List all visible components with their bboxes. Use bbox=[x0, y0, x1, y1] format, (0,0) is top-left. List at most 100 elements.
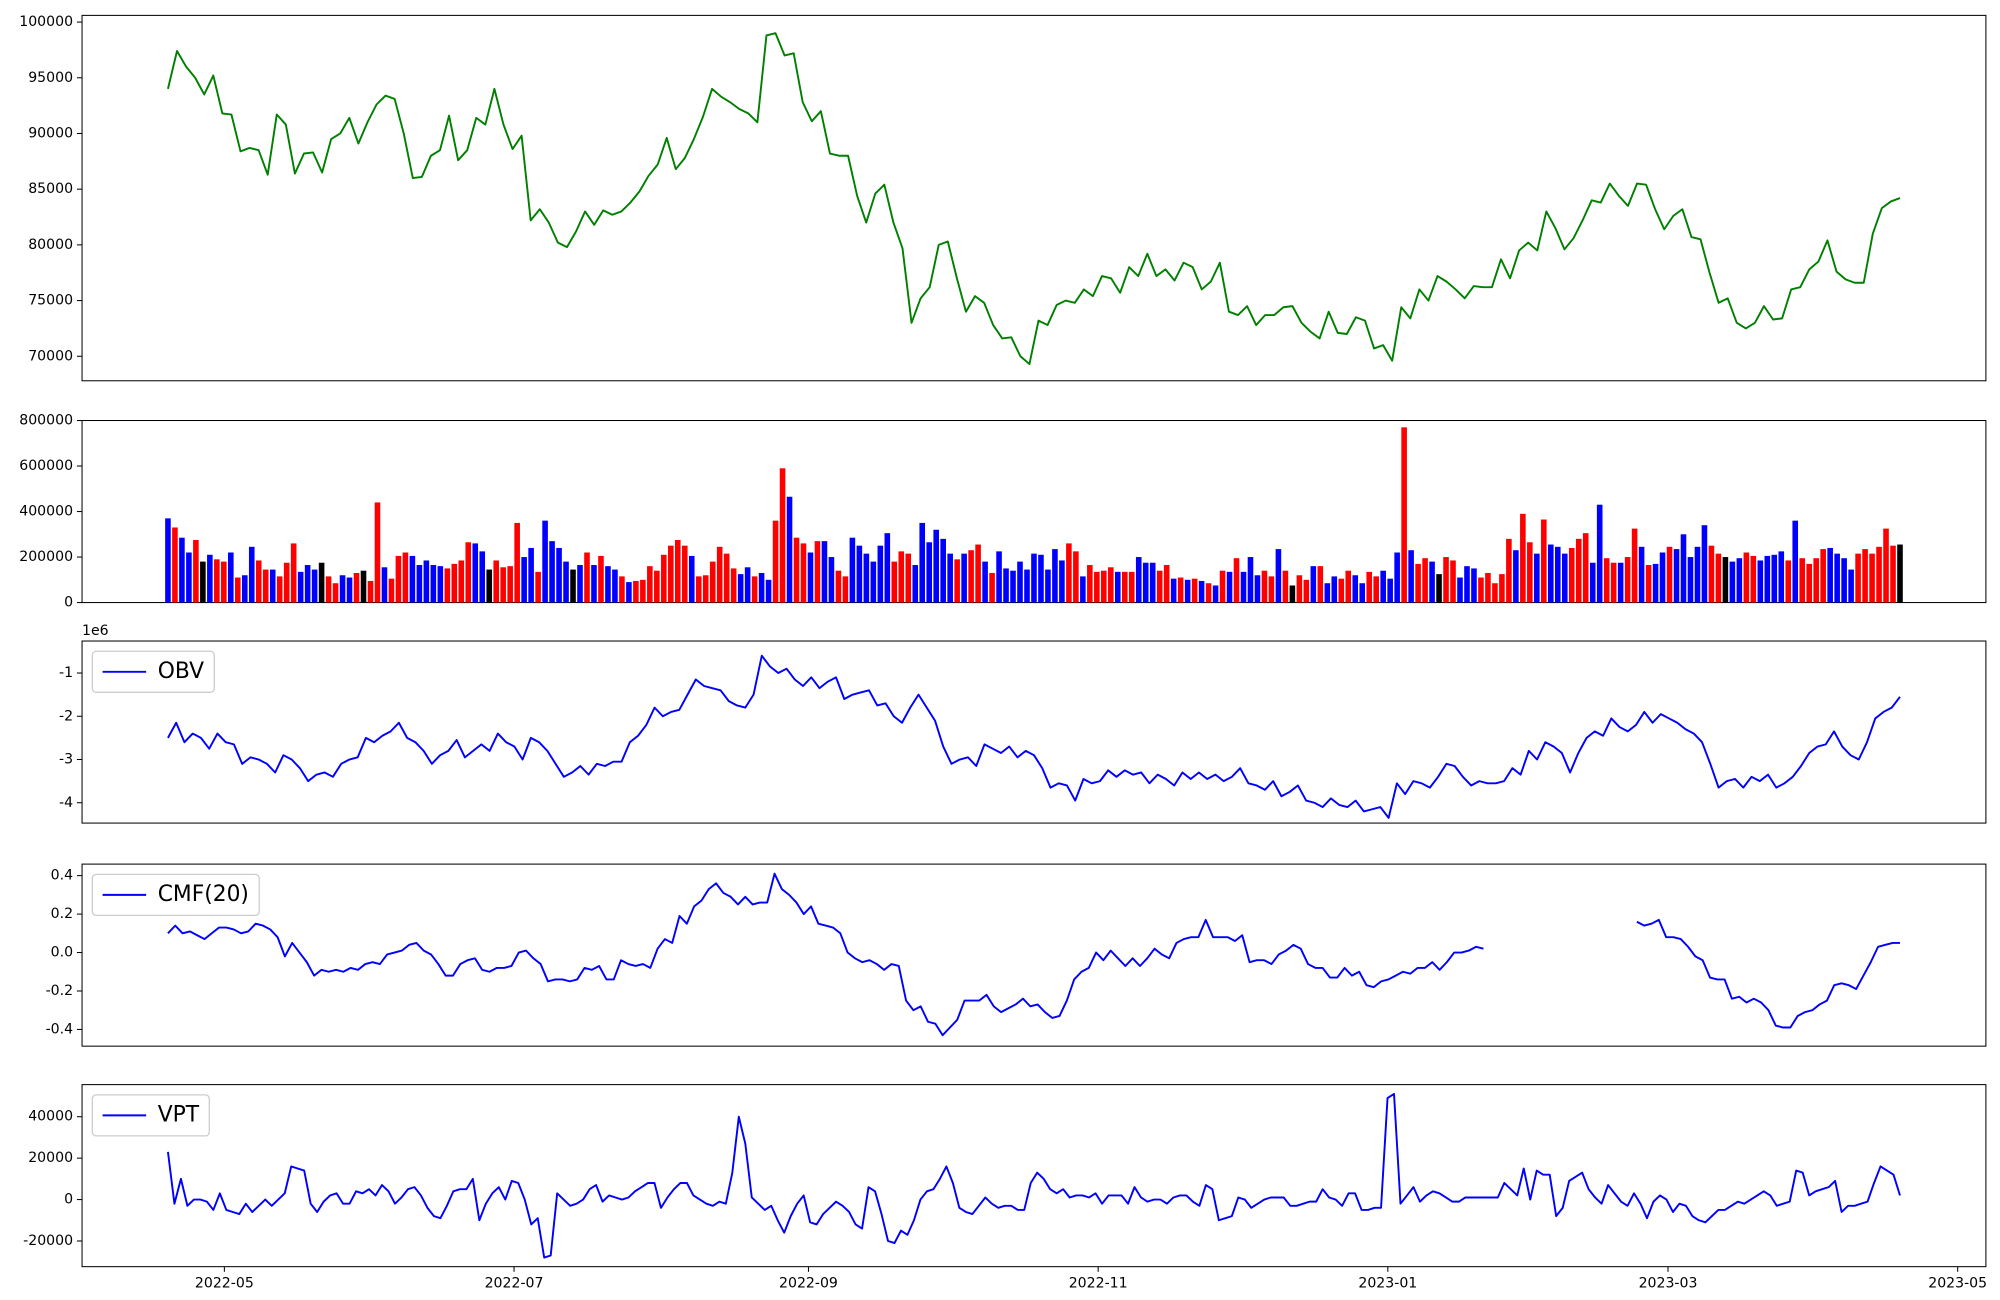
volume-bar bbox=[612, 569, 618, 603]
volume-bar bbox=[1296, 575, 1303, 603]
volume-bar bbox=[982, 561, 988, 603]
volume-bar bbox=[1575, 538, 1582, 603]
panel: 70000 75000 80000 85000 90000 95000 100000 bbox=[19, 14, 1987, 382]
volume-bar bbox=[318, 562, 325, 603]
volume-bar bbox=[1017, 561, 1023, 603]
volume-bar bbox=[1806, 563, 1813, 603]
volume-bar bbox=[416, 565, 423, 603]
volume-bar bbox=[1687, 557, 1694, 603]
legend: VPT bbox=[91, 1094, 210, 1137]
volume-bar bbox=[926, 542, 933, 603]
volume-bar bbox=[1289, 585, 1296, 603]
volume-bar bbox=[1303, 579, 1310, 603]
volume-bar bbox=[765, 579, 772, 603]
volume-bar bbox=[535, 571, 541, 603]
volume-bar bbox=[975, 544, 981, 603]
volume-bar bbox=[1659, 552, 1666, 603]
y-tick-label: -2 bbox=[59, 708, 73, 724]
volume-bar bbox=[772, 520, 779, 603]
volume-bar bbox=[1457, 577, 1463, 603]
y-tick-label: -4 bbox=[59, 795, 73, 811]
volume-bar bbox=[1415, 563, 1421, 603]
y-offset-label: 1e6 bbox=[82, 623, 109, 639]
volume-bar bbox=[1471, 568, 1477, 603]
panel: -20000 0 20000 40000 VPT 2022-05 2022-07 2022-0… bbox=[23, 1084, 1987, 1291]
volume-bar bbox=[821, 541, 828, 603]
volume-bar bbox=[1820, 549, 1826, 603]
volume-bar bbox=[1708, 545, 1715, 603]
volume-bar bbox=[968, 550, 974, 603]
volume-bar bbox=[1485, 572, 1491, 603]
volume-bar bbox=[1464, 566, 1470, 603]
volume-bar bbox=[1897, 544, 1903, 603]
volume-bar bbox=[409, 555, 416, 603]
volume-bar bbox=[674, 539, 681, 603]
series-line bbox=[167, 654, 1901, 819]
legend-frame bbox=[91, 1094, 210, 1137]
volume-bar bbox=[793, 537, 800, 603]
volume-bar bbox=[1589, 562, 1596, 603]
volume-bar bbox=[661, 554, 667, 603]
volume-bar bbox=[1128, 571, 1135, 603]
volume-bar bbox=[1114, 571, 1121, 603]
x-tick-label: 2022-05 bbox=[195, 1275, 254, 1291]
volume-bar bbox=[1513, 550, 1519, 603]
volume-bar bbox=[1177, 577, 1184, 603]
volume-bar bbox=[744, 567, 751, 603]
volume-bar bbox=[193, 539, 199, 603]
volume-bar bbox=[570, 569, 576, 603]
volume-bar bbox=[1645, 565, 1652, 603]
volume-bar bbox=[1359, 583, 1366, 603]
volume-bar bbox=[549, 541, 555, 603]
y-tick-label: -20000 bbox=[23, 1233, 73, 1249]
volume-bar bbox=[898, 551, 905, 603]
volume-bar bbox=[591, 565, 597, 603]
volume-bar bbox=[367, 580, 374, 603]
y-tick-label: 80000 bbox=[28, 237, 73, 253]
volume-bar bbox=[1338, 578, 1345, 603]
volume-bar bbox=[626, 582, 632, 603]
volume-bar bbox=[905, 553, 912, 603]
volume-bar bbox=[1352, 575, 1359, 603]
volume-bar bbox=[1219, 570, 1226, 603]
volume-bar bbox=[1233, 558, 1240, 603]
volume-bar bbox=[1506, 538, 1512, 603]
y-tick-label: 70000 bbox=[28, 348, 73, 364]
volume-bar bbox=[849, 537, 856, 603]
volume-bar bbox=[1666, 546, 1673, 603]
legend-label: CMF(20) bbox=[158, 882, 249, 907]
volume-bar bbox=[1443, 557, 1449, 603]
volume-bar bbox=[1436, 574, 1442, 603]
volume-bar bbox=[1792, 520, 1799, 603]
volume-bar bbox=[304, 565, 311, 603]
y-tick-label: 40000 bbox=[28, 1109, 73, 1125]
volume-bar bbox=[402, 552, 409, 603]
volume-bar bbox=[1108, 567, 1114, 603]
volume-bar bbox=[716, 546, 723, 603]
volume-bar bbox=[891, 561, 898, 603]
volume-bar bbox=[1701, 525, 1708, 603]
volume-bar bbox=[577, 565, 583, 603]
x-tick-label: 2023-05 bbox=[1928, 1275, 1987, 1291]
volume-bar bbox=[989, 572, 995, 603]
volume-bar bbox=[1673, 549, 1680, 603]
volume-bar bbox=[933, 529, 939, 603]
volume-bar bbox=[1282, 570, 1289, 603]
legend: CMF(20) bbox=[91, 873, 260, 917]
x-tick-label: 2022-09 bbox=[779, 1275, 838, 1291]
volume-bar bbox=[521, 557, 527, 603]
volume-bar bbox=[947, 553, 953, 603]
volume-bar bbox=[1869, 553, 1875, 603]
volume-bar bbox=[1743, 552, 1750, 603]
volume-bar bbox=[702, 575, 709, 603]
volume-bar bbox=[437, 566, 444, 603]
volume-bar bbox=[1680, 534, 1687, 603]
volume-bar bbox=[374, 502, 381, 603]
volume-bar bbox=[1394, 552, 1400, 603]
volume-bar bbox=[458, 560, 465, 603]
volume-bar bbox=[1561, 553, 1568, 603]
y-tick-label: 400000 bbox=[19, 504, 73, 520]
volume-bar bbox=[1038, 554, 1044, 603]
volume-bar bbox=[451, 563, 458, 603]
legend-label: VPT bbox=[158, 1102, 200, 1127]
